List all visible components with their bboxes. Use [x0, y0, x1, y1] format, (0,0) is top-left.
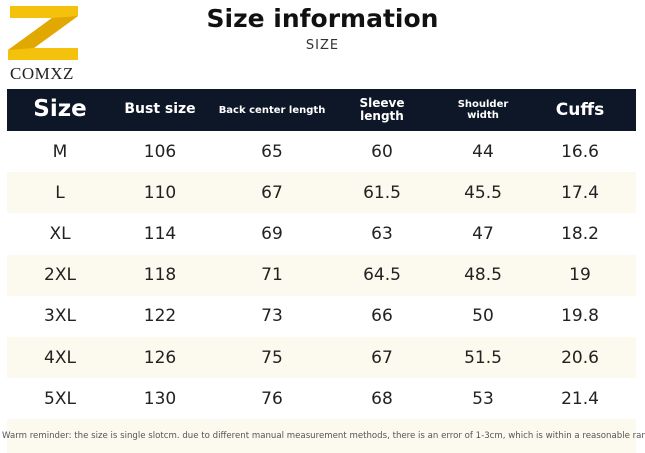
table-cell: 67 [371, 347, 393, 368]
table-cell: 75 [261, 347, 283, 368]
table-cell: 63 [371, 223, 393, 244]
table-cell: M [52, 141, 68, 162]
table-row [7, 254, 636, 296]
subtitle: SIZE [305, 38, 340, 53]
column-header: Sleeve length [359, 95, 405, 123]
column-header: Back center length [218, 104, 326, 116]
table-cell: 106 [143, 141, 177, 162]
table-cell: 64.5 [363, 265, 401, 286]
table-cell: 66 [371, 306, 393, 327]
table-cell: 60 [371, 141, 393, 162]
table-cell: 73 [261, 306, 283, 327]
column-header: Shoulder width [457, 99, 509, 121]
table-cell: 51.5 [464, 347, 502, 368]
table-cell: 48.5 [464, 265, 502, 286]
column-header: Bust size [124, 101, 196, 118]
table-cell: 17.4 [561, 182, 599, 203]
table-cell: 122 [143, 306, 177, 327]
table-cell: 65 [261, 141, 283, 162]
table-footer-band [7, 419, 636, 453]
table-row [7, 131, 636, 172]
table-row [7, 213, 636, 255]
table-cell: 4XL [44, 347, 76, 368]
table-cell: 44 [472, 141, 494, 162]
table-cell: 45.5 [464, 182, 502, 203]
column-header: Cuffs [555, 99, 605, 120]
table-cell: 53 [472, 388, 494, 409]
table-cell: 18.2 [561, 223, 599, 244]
table-cell: 67 [261, 182, 283, 203]
table-cell: 118 [143, 265, 177, 286]
table-cell: 19 [569, 265, 591, 286]
table-cell: 114 [143, 223, 177, 244]
logo [8, 6, 78, 60]
table-cell: 2XL [44, 265, 76, 286]
table-cell: 5XL [44, 388, 76, 409]
table-cell: 47 [472, 223, 494, 244]
table-cell: 16.6 [561, 141, 599, 162]
table-cell: 76 [261, 388, 283, 409]
table-cell: XL [49, 223, 71, 244]
brand: COMXZ [10, 64, 74, 83]
table-cell: 3XL [44, 306, 76, 327]
table-cell: 126 [143, 347, 177, 368]
column-header: Size [33, 96, 87, 123]
table-row [7, 378, 636, 420]
table-cell: 69 [261, 223, 283, 244]
table-cell: 19.8 [561, 306, 599, 327]
table-header [7, 89, 636, 131]
table-row [7, 172, 636, 214]
table-cell: 110 [143, 182, 177, 203]
table-cell: 50 [472, 306, 494, 327]
table-cell: 68 [371, 388, 393, 409]
table-row [7, 337, 636, 378]
table-cell: 61.5 [363, 182, 401, 203]
table-cell: L [55, 182, 65, 203]
table-row [7, 295, 636, 337]
table-cell: 20.6 [561, 347, 599, 368]
table-cell: 71 [261, 265, 283, 286]
table-cell: 21.4 [561, 388, 599, 409]
title: Size information [206, 4, 439, 33]
footer-note: Warm reminder: the size is single slotcm… [2, 431, 645, 441]
table-cell: 130 [143, 388, 177, 409]
